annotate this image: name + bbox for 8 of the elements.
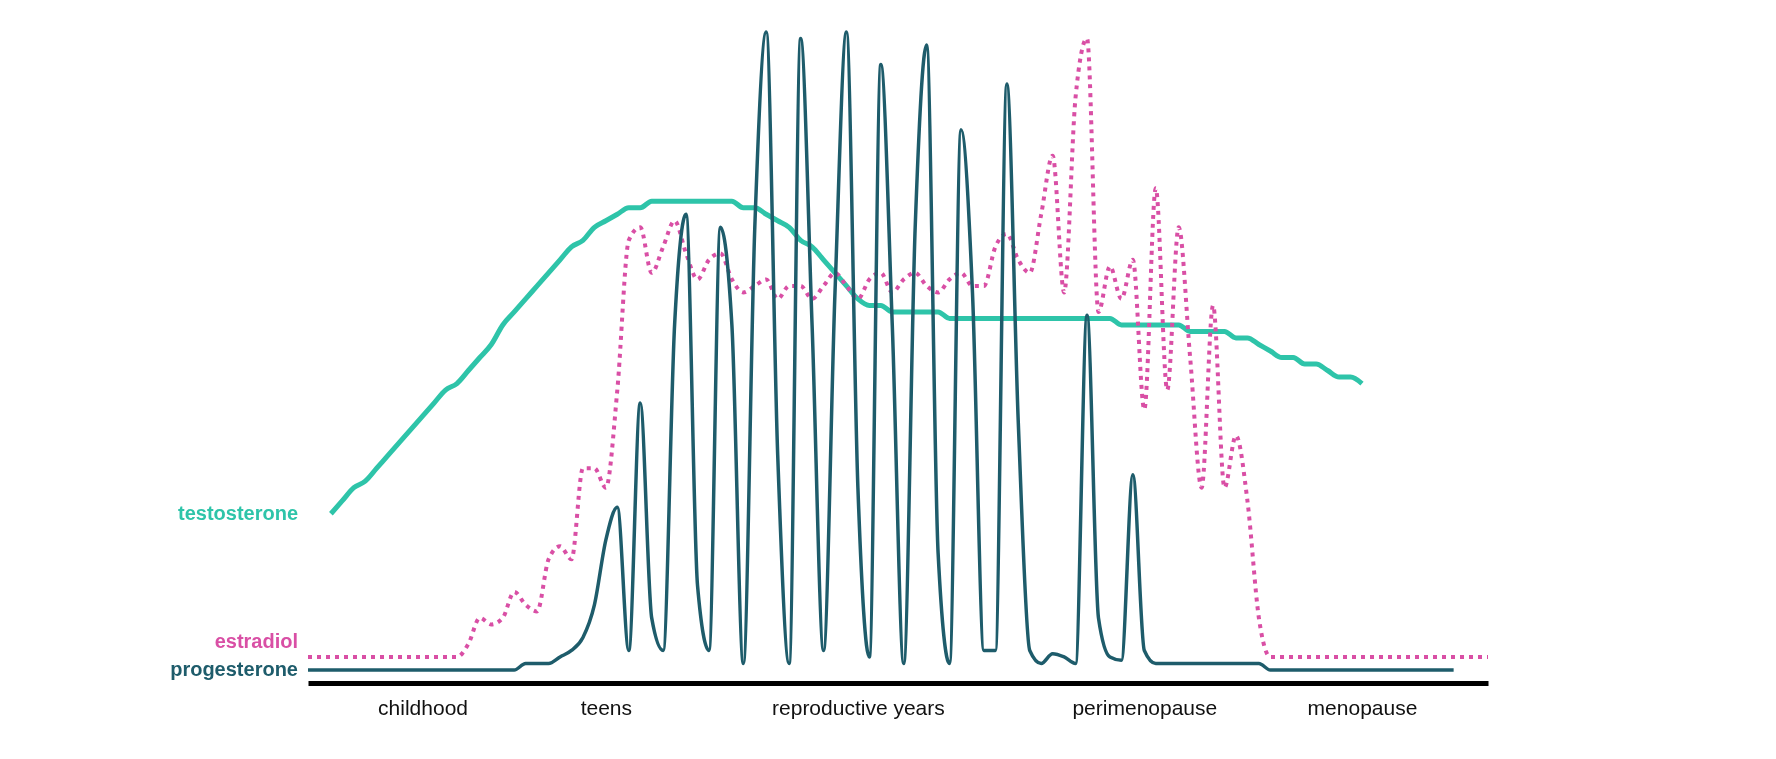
- x-tick-label: childhood: [378, 695, 469, 719]
- series-label: estradiol: [214, 629, 298, 652]
- x-tick-label: teens: [580, 695, 633, 719]
- x-tick-label: perimenopause: [1072, 695, 1218, 719]
- series-label: progesterone: [170, 657, 298, 680]
- x-tick-label: menopause: [1307, 695, 1418, 719]
- series-label: testosterone: [177, 501, 298, 524]
- x-tick-label: reproductive years: [772, 695, 945, 719]
